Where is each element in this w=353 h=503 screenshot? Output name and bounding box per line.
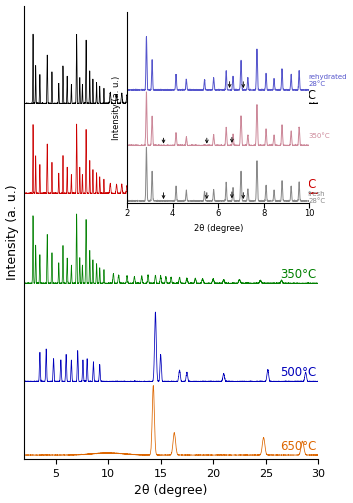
- Text: 28°C: 28°C: [287, 89, 316, 102]
- Text: 650°C: 650°C: [280, 440, 316, 453]
- Text: 250°C: 250°C: [280, 179, 316, 192]
- Text: 350°C: 350°C: [280, 269, 316, 281]
- Y-axis label: Intensity (a. u.): Intensity (a. u.): [6, 185, 19, 280]
- Text: 500°C: 500°C: [280, 367, 316, 379]
- X-axis label: 2θ (degree): 2θ (degree): [134, 484, 208, 497]
